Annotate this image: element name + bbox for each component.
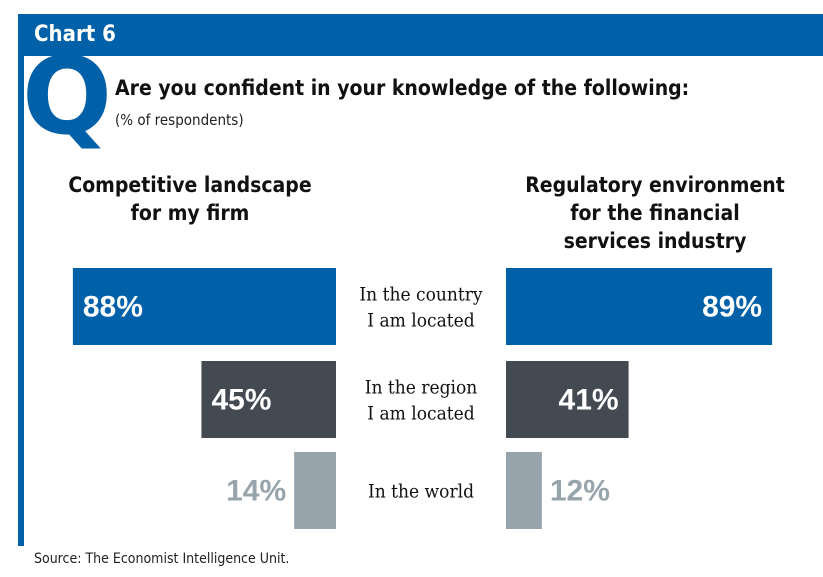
category-label-1-1: I am located (367, 403, 474, 425)
category-label-0-1: I am located (367, 310, 474, 332)
category-label-1-0: In the region (365, 377, 478, 399)
value-label-competitive-1: 45% (211, 384, 271, 417)
group-title-competitive: Competitive landscape for my firm (68, 173, 312, 225)
value-label-regulatory-0: 89% (702, 291, 762, 324)
question-mark-letter: Q (22, 35, 113, 158)
chart-subtitle: (% of respondents) (115, 111, 244, 129)
source-note: Source: The Economist Intelligence Unit. (34, 551, 290, 567)
bar-regulatory-2 (506, 452, 542, 529)
left-rule (18, 56, 24, 546)
value-label-regulatory-2: 12% (550, 475, 610, 508)
value-label-competitive-0: 88% (83, 291, 143, 324)
chart-number: Chart 6 (34, 22, 116, 47)
bar-regulatory-0 (506, 268, 773, 345)
category-label-0-0: In the country (359, 284, 483, 306)
bar-regulatory-1 (506, 361, 629, 438)
question-text: Are you confident in your knowledge of t… (115, 76, 690, 100)
bar-competitive-1 (201, 361, 336, 438)
bar-competitive-0 (72, 268, 336, 345)
value-label-competitive-2: 14% (226, 475, 286, 508)
category-label-2-0: In the world (368, 481, 474, 503)
bar-competitive-2 (294, 452, 336, 529)
group-title-regulatory: Regulatory environment for the financial s… (525, 173, 785, 253)
chart-header: Chart 6 (18, 14, 823, 56)
value-label-regulatory-1: 41% (559, 384, 619, 417)
